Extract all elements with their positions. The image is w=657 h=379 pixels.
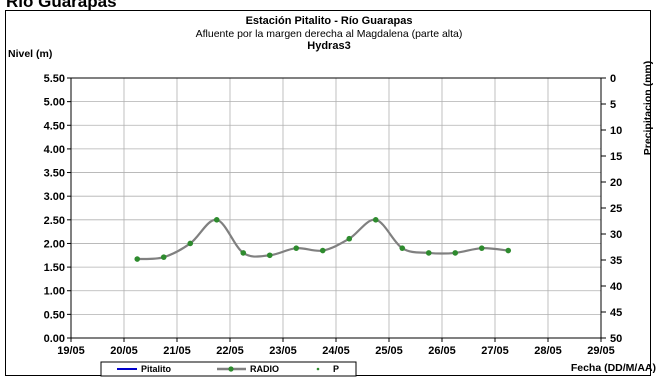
data-point-radio xyxy=(425,250,432,256)
data-point-radio xyxy=(452,250,459,256)
x-tick-label: 26/05 xyxy=(428,345,456,357)
data-point-radio xyxy=(160,254,167,260)
x-tick-label: 23/05 xyxy=(269,345,297,357)
data-point-radio xyxy=(187,240,194,247)
grid xyxy=(71,78,601,338)
data-point-radio xyxy=(213,217,220,223)
data-point-radio xyxy=(319,247,326,254)
x-tick-label: 22/05 xyxy=(216,345,244,357)
data-point-radio xyxy=(372,217,379,223)
y2-tick-label: 50 xyxy=(610,333,622,345)
data-point-radio xyxy=(505,247,512,254)
x-tick-label: 24/05 xyxy=(322,345,350,357)
x-tick-label: 25/05 xyxy=(375,345,403,357)
page-heading: Río Guarapas xyxy=(6,0,117,11)
y-tick-label: 5.00 xyxy=(44,97,65,109)
chart-subtitle-2: Hydras3 xyxy=(307,40,350,52)
data-point-radio xyxy=(134,256,141,262)
y2-tick-label: 30 xyxy=(610,229,622,241)
data-point-radio xyxy=(240,250,247,256)
y-tick-label: 4.00 xyxy=(44,144,65,156)
y-tick-label: 0.50 xyxy=(44,309,65,321)
chart-subtitle: Afluente por la margen derecha al Magdal… xyxy=(196,28,463,40)
y-tick-label: 0.00 xyxy=(44,333,65,345)
y-tick-label: 1.50 xyxy=(44,262,65,274)
y-tick-label: 3.50 xyxy=(44,168,65,180)
y2-tick-label: 40 xyxy=(610,281,622,293)
y2-tick-label: 20 xyxy=(610,177,622,189)
data-point-radio xyxy=(399,245,406,251)
chart-title: Estación Pitalito - Río Guarapas xyxy=(246,15,413,27)
y2-tick-label: 5 xyxy=(610,99,616,111)
y2-tick-label: 35 xyxy=(610,255,622,267)
y2-tick-label: 25 xyxy=(610,203,622,215)
x-tick-label: 28/05 xyxy=(534,345,562,357)
legend-label-p: P xyxy=(333,364,339,374)
y-tick-label: 5.50 xyxy=(44,73,65,85)
legend-marker-radio xyxy=(228,366,234,372)
secondary-y-axis-label: Precipitacion (mm) xyxy=(642,61,654,156)
y-axis-label: Nivel (m) xyxy=(8,48,52,60)
y-tick-label: 4.50 xyxy=(44,120,65,132)
x-axis: 19/05 20/05 21/05 22/05 23/05 24/05 25/05 26/05… xyxy=(57,338,615,357)
data-point-radio xyxy=(346,235,353,242)
x-axis-label: Fecha (DD/M/AA) xyxy=(571,362,656,374)
y-tick-label: 3.00 xyxy=(44,191,65,203)
series-layer xyxy=(134,217,512,262)
data-point-radio xyxy=(266,252,273,259)
y-tick-label: 2.00 xyxy=(44,238,65,250)
x-tick-label: 20/05 xyxy=(110,345,138,357)
x-tick-label: 27/05 xyxy=(481,345,509,357)
legend-label-radio: RADIO xyxy=(250,364,279,374)
y-tick-label: 2.50 xyxy=(44,215,65,227)
y2-tick-label: 10 xyxy=(610,125,622,137)
data-point-radio xyxy=(293,245,300,251)
secondary-y-axis: 0 5 10 15 20 25 30 35 40 45 50 xyxy=(601,73,622,345)
y2-tick-label: 0 xyxy=(610,73,616,85)
x-tick-label: 19/05 xyxy=(57,345,85,357)
y-axis: 0.00 0.50 1.00 1.50 2.00 2.50 3.00 3.50 4.00 4.50… xyxy=(44,73,71,345)
y2-tick-label: 15 xyxy=(610,151,622,163)
y2-tick-label: 45 xyxy=(610,307,622,319)
x-tick-label: 29/05 xyxy=(587,345,615,357)
y-tick-label: 1.00 xyxy=(44,286,65,298)
legend-marker-p xyxy=(316,367,320,371)
legend: Pitalito RADIO P xyxy=(100,361,357,377)
x-tick-label: 21/05 xyxy=(163,345,191,357)
legend-label-pitalito: Pitalito xyxy=(141,364,172,374)
data-point-radio xyxy=(478,245,485,251)
